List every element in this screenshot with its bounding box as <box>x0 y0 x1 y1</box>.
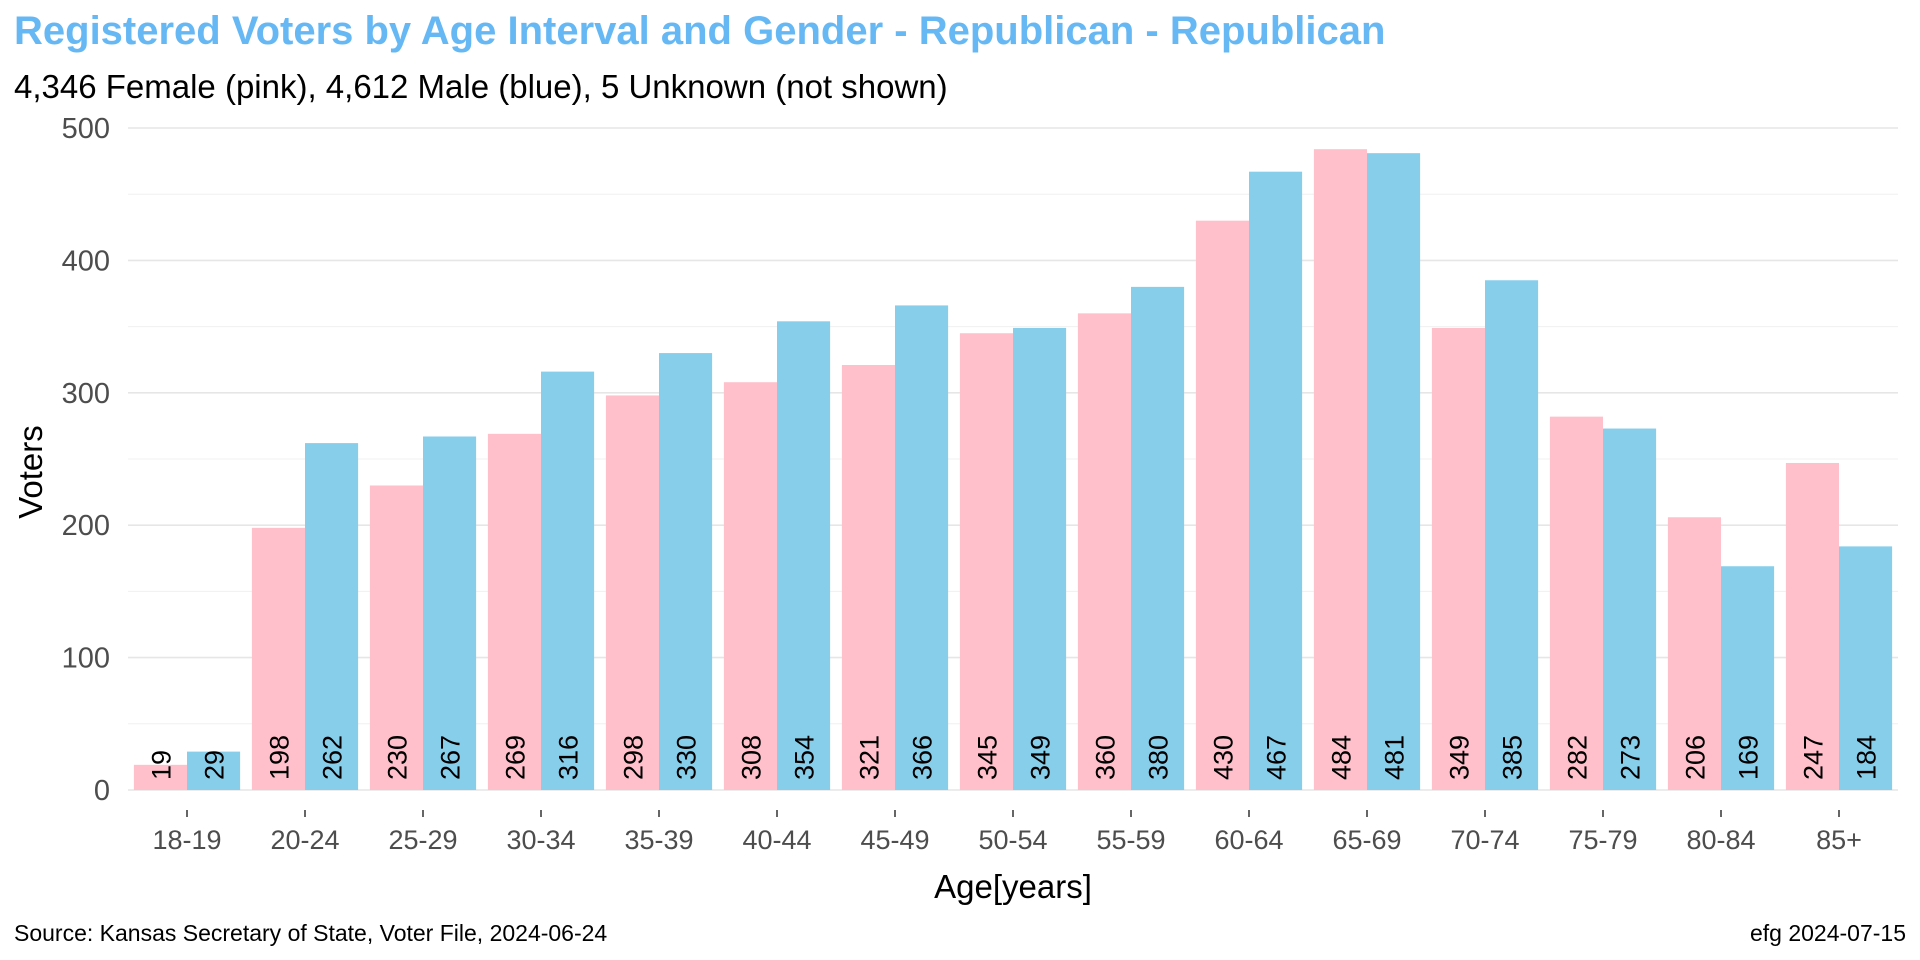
bar-value-label: 230 <box>382 735 412 780</box>
chart-title: Registered Voters by Age Interval and Ge… <box>14 9 1385 53</box>
bar-value-label: 273 <box>1616 735 1646 780</box>
bar-value-label: 184 <box>1852 735 1882 780</box>
bar-value-label: 262 <box>318 735 348 780</box>
bar-value-label: 430 <box>1208 735 1238 780</box>
female-bar-65-69 <box>1313 149 1367 790</box>
x-tick-label: 55-59 <box>1096 825 1165 855</box>
x-tick-label: 45-49 <box>860 825 929 855</box>
male-bar-35-39 <box>659 353 713 790</box>
male-bar-18-19 <box>187 751 241 790</box>
bar-value-label: 349 <box>1444 735 1474 780</box>
y-axis-title: Voters <box>12 425 49 519</box>
female-bar-18-19 <box>133 764 187 790</box>
bar-value-label: 345 <box>972 735 1002 780</box>
female-bar-80-84 <box>1667 517 1721 790</box>
bar-value-label: 298 <box>618 735 648 780</box>
y-axis: 0 100 200 300 400 500 <box>62 113 110 807</box>
bars: 19 29 198 262 230 267 269 316 298 330 308 354 321 366… <box>133 149 1893 790</box>
bar-value-label: 366 <box>908 735 938 780</box>
x-tick-label: 65-69 <box>1332 825 1401 855</box>
bar-value-label: 360 <box>1090 735 1120 780</box>
x-tick-label: 18-19 <box>152 825 221 855</box>
y-tick-label: 500 <box>62 113 110 145</box>
male-bar-85+ <box>1839 546 1893 790</box>
female-bar-55-59 <box>1077 313 1131 790</box>
x-tick-label: 20-24 <box>270 825 339 855</box>
female-bar-30-34 <box>487 433 541 790</box>
male-bar-25-29 <box>423 436 477 790</box>
bar-value-label: 206 <box>1680 735 1710 780</box>
female-bar-45-49 <box>841 364 895 790</box>
x-tick-label: 25-29 <box>388 825 457 855</box>
bar-value-label: 385 <box>1498 735 1528 780</box>
source-caption: Source: Kansas Secretary of State, Voter… <box>14 920 607 946</box>
female-bar-20-24 <box>251 527 305 790</box>
bar-value-label: 354 <box>790 735 820 780</box>
x-tick-label: 85+ <box>1816 825 1862 855</box>
bar-value-label: 29 <box>200 750 230 780</box>
bar-value-label: 308 <box>736 735 766 780</box>
male-bar-55-59 <box>1131 286 1185 790</box>
male-bar-70-74 <box>1485 280 1539 790</box>
female-bar-50-54 <box>959 333 1013 790</box>
y-tick-label: 100 <box>62 643 110 675</box>
bar-value-label: 169 <box>1734 735 1764 780</box>
x-axis-title: Age[years] <box>934 868 1092 905</box>
male-bar-50-54 <box>1013 327 1067 790</box>
bar-value-label: 349 <box>1026 735 1056 780</box>
x-axis: 18-19 20-24 25-29 30-34 35-39 40-44 45-49 50-54… <box>152 810 1862 855</box>
bar-value-label: 481 <box>1380 735 1410 780</box>
bar-value-label: 321 <box>854 735 884 780</box>
female-bar-75-79 <box>1549 416 1603 790</box>
x-tick-label: 75-79 <box>1568 825 1637 855</box>
male-bar-20-24 <box>305 443 359 790</box>
male-bar-80-84 <box>1721 566 1775 790</box>
y-tick-label: 200 <box>62 510 110 542</box>
x-tick-label: 30-34 <box>506 825 575 855</box>
x-tick-label: 50-54 <box>978 825 1047 855</box>
female-bar-85+ <box>1785 462 1839 790</box>
bar-value-label: 316 <box>554 735 584 780</box>
male-bar-75-79 <box>1603 428 1657 790</box>
female-bar-35-39 <box>605 395 659 790</box>
x-tick-label: 70-74 <box>1450 825 1519 855</box>
x-tick-label: 80-84 <box>1686 825 1755 855</box>
bar-value-label: 380 <box>1144 735 1174 780</box>
female-bar-25-29 <box>369 485 423 790</box>
bar-value-label: 198 <box>264 735 294 780</box>
male-bar-60-64 <box>1249 171 1303 790</box>
bar-value-label: 467 <box>1262 735 1292 780</box>
female-bar-40-44 <box>723 382 777 790</box>
bar-value-label: 19 <box>146 750 176 780</box>
male-bar-40-44 <box>777 321 831 790</box>
female-bar-60-64 <box>1195 220 1249 790</box>
bar-value-label: 267 <box>436 735 466 780</box>
y-tick-label: 300 <box>62 378 110 410</box>
male-bar-45-49 <box>895 305 949 790</box>
bar-value-label: 484 <box>1326 735 1356 780</box>
x-tick-label: 35-39 <box>624 825 693 855</box>
female-bar-70-74 <box>1431 327 1485 790</box>
male-bar-65-69 <box>1367 153 1421 790</box>
credit-caption: efg 2024-07-15 <box>1750 920 1906 946</box>
bar-value-label: 269 <box>500 735 530 780</box>
male-bar-30-34 <box>541 371 595 790</box>
bar-value-label: 247 <box>1798 735 1828 780</box>
y-tick-label: 0 <box>94 775 110 807</box>
chart-subtitle: 4,346 Female (pink), 4,612 Male (blue), … <box>14 68 948 105</box>
bar-value-label: 282 <box>1562 735 1592 780</box>
y-tick-label: 400 <box>62 245 110 277</box>
bar-value-label: 330 <box>672 735 702 780</box>
x-tick-label: 40-44 <box>742 825 811 855</box>
x-tick-label: 60-64 <box>1214 825 1283 855</box>
